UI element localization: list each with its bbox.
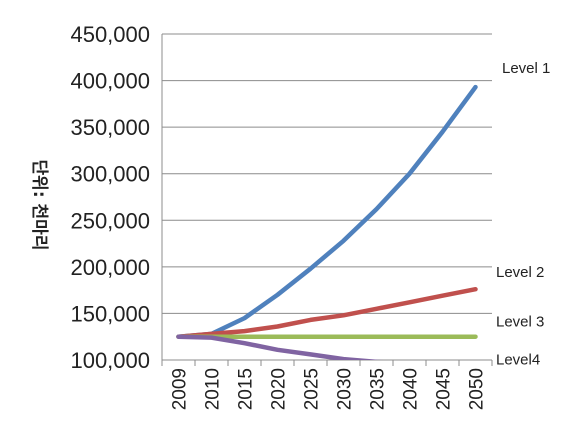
gridlines — [162, 33, 492, 314]
series-label: Level 2 — [496, 264, 544, 281]
x-tick-label: 2035 — [368, 368, 389, 410]
x-tick-label: 2015 — [236, 368, 257, 410]
series-label: Level4 — [496, 351, 540, 368]
series-labels: Level 1 Level 2 Level 3 Level4 — [496, 60, 550, 368]
y-tick-label: 250,000 — [70, 208, 150, 233]
y-tick-label: 400,000 — [70, 69, 150, 94]
x-tick-label: 2045 — [434, 368, 455, 410]
x-tick-labels: 2009 2010 2015 2020 2025 2030 2035 2040 2045 2050 — [170, 368, 488, 410]
series-line — [176, 286, 478, 339]
series-line — [176, 84, 478, 339]
x-tick-label: 2050 — [467, 368, 488, 410]
y-tick-labels: 100,000 150,000 200,000 250,000 300,000 350,0… — [70, 22, 150, 373]
x-tick-label: 2009 — [170, 368, 191, 410]
y-tick-label: 150,000 — [70, 301, 150, 326]
y-tick-label: 100,000 — [70, 348, 150, 373]
x-tick-label: 2030 — [335, 368, 356, 410]
y-axis-label: 단위: 천마리 — [29, 160, 49, 251]
x-tick-label: 2025 — [302, 368, 323, 410]
series-lines — [176, 84, 478, 360]
series-label: Level 3 — [496, 314, 544, 331]
x-tick-label: 2010 — [203, 368, 224, 410]
y-tick-label: 450,000 — [70, 22, 150, 47]
series-label: Level 1 — [502, 60, 550, 77]
axes — [161, 34, 493, 366]
series-line — [176, 334, 383, 360]
x-tick-label: 2020 — [269, 368, 290, 410]
y-tick-label: 300,000 — [70, 162, 150, 187]
y-tick-label: 200,000 — [70, 255, 150, 280]
y-tick-label: 350,000 — [70, 115, 150, 140]
x-tick-label: 2040 — [401, 368, 422, 410]
